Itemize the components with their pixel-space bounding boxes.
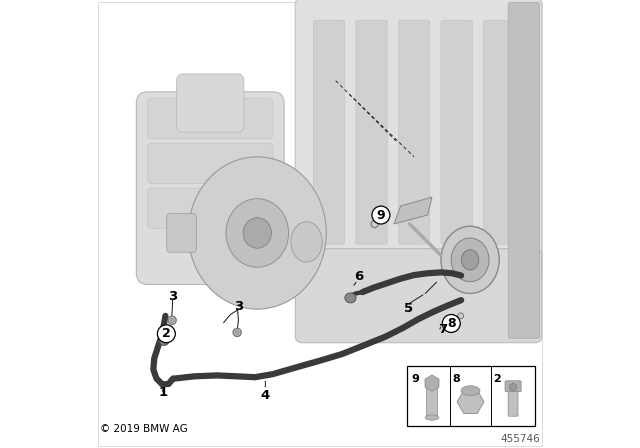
FancyBboxPatch shape bbox=[136, 92, 284, 284]
Text: 5: 5 bbox=[404, 302, 413, 315]
FancyBboxPatch shape bbox=[508, 2, 540, 338]
FancyBboxPatch shape bbox=[147, 143, 273, 184]
FancyBboxPatch shape bbox=[398, 20, 429, 244]
Text: 6: 6 bbox=[354, 270, 363, 284]
Ellipse shape bbox=[188, 157, 326, 309]
Text: 1: 1 bbox=[159, 385, 168, 399]
Text: © 2019 BMW AG: © 2019 BMW AG bbox=[100, 424, 188, 434]
Text: 2: 2 bbox=[162, 327, 171, 340]
Ellipse shape bbox=[441, 226, 499, 293]
Text: 7: 7 bbox=[438, 323, 447, 336]
Ellipse shape bbox=[170, 318, 174, 323]
FancyBboxPatch shape bbox=[427, 385, 437, 416]
FancyBboxPatch shape bbox=[296, 0, 541, 284]
Text: 455746: 455746 bbox=[500, 435, 540, 444]
Ellipse shape bbox=[291, 222, 322, 262]
Circle shape bbox=[442, 314, 460, 332]
Ellipse shape bbox=[168, 316, 176, 324]
Text: 9: 9 bbox=[412, 374, 420, 384]
Text: 4: 4 bbox=[260, 388, 270, 402]
Ellipse shape bbox=[371, 220, 378, 228]
Text: 8: 8 bbox=[452, 374, 460, 384]
Text: 8: 8 bbox=[447, 317, 456, 330]
FancyBboxPatch shape bbox=[314, 20, 344, 244]
FancyBboxPatch shape bbox=[177, 74, 244, 132]
FancyBboxPatch shape bbox=[296, 249, 541, 343]
FancyBboxPatch shape bbox=[407, 366, 535, 426]
Ellipse shape bbox=[235, 331, 239, 334]
FancyBboxPatch shape bbox=[147, 99, 273, 139]
Text: 3: 3 bbox=[234, 300, 243, 314]
Text: 2: 2 bbox=[493, 374, 501, 384]
Text: 3: 3 bbox=[168, 290, 178, 303]
Polygon shape bbox=[394, 197, 432, 224]
FancyBboxPatch shape bbox=[356, 20, 387, 244]
FancyBboxPatch shape bbox=[505, 381, 521, 392]
Ellipse shape bbox=[345, 293, 356, 303]
FancyBboxPatch shape bbox=[167, 214, 196, 252]
FancyBboxPatch shape bbox=[508, 388, 518, 416]
Ellipse shape bbox=[159, 336, 169, 345]
Ellipse shape bbox=[461, 250, 479, 270]
FancyBboxPatch shape bbox=[484, 20, 515, 244]
Ellipse shape bbox=[451, 238, 489, 282]
Ellipse shape bbox=[226, 198, 289, 267]
Circle shape bbox=[157, 325, 175, 343]
Ellipse shape bbox=[461, 386, 480, 396]
Ellipse shape bbox=[233, 328, 241, 336]
FancyBboxPatch shape bbox=[147, 188, 273, 228]
Ellipse shape bbox=[243, 218, 271, 248]
Circle shape bbox=[372, 206, 390, 224]
FancyBboxPatch shape bbox=[441, 20, 472, 244]
Ellipse shape bbox=[458, 313, 463, 319]
Text: 9: 9 bbox=[376, 208, 385, 222]
Ellipse shape bbox=[425, 415, 439, 420]
